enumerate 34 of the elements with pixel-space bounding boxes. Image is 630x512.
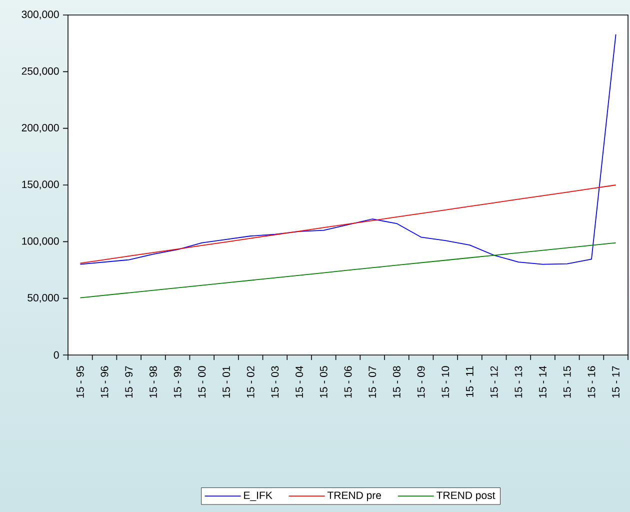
- line-series: [80, 184, 616, 264]
- legend-label: TREND pre: [327, 492, 382, 502]
- x-tick-label: 15 - 08: [392, 366, 400, 398]
- y-tick-label: 150,000: [22, 180, 59, 190]
- legend-label: TREND post: [436, 492, 496, 502]
- y-tick-label: 200,000: [22, 124, 59, 133]
- x-tick-label: 15 - 03: [271, 366, 279, 398]
- y-tick-label: 50,000: [28, 294, 59, 303]
- y-tick-label: 0: [54, 351, 59, 359]
- x-tick-label: 15 - 10: [442, 366, 450, 398]
- legend-label: E_IFK: [244, 492, 272, 502]
- x-tick-label: 15 - 09: [417, 366, 425, 398]
- y-tick-label: 250,000: [22, 67, 59, 76]
- x-tick-label: 15 - 07: [368, 366, 376, 398]
- x-tick-label: 15 - 17: [612, 366, 620, 398]
- x-tick-label: 15 - 02: [246, 366, 254, 398]
- x-tick-label: 15 - 01: [222, 366, 230, 398]
- x-tick-label: 15 - 05: [320, 366, 328, 398]
- x-tick-label: 15 - 13: [514, 366, 522, 398]
- x-tick-label: 15 - 04: [296, 366, 304, 398]
- x-tick-label: 15 - 96: [100, 366, 108, 398]
- y-tick-label: 300,000: [22, 10, 59, 20]
- x-tick-label: 15 - 06: [344, 366, 352, 398]
- x-tick-label: 15 - 14: [539, 366, 546, 398]
- x-tick-label: 15 - 12: [490, 366, 498, 398]
- x-tick-label: 15 - 95: [76, 366, 84, 398]
- x-tick-label: 15 - 97: [125, 366, 133, 398]
- x-tick-label: 15 - 15: [563, 366, 571, 398]
- x-tick-label: 15 - 98: [150, 366, 157, 398]
- x-tick-label: 15 - 00: [198, 366, 206, 398]
- x-tick-label: 15 - 99: [174, 366, 182, 398]
- x-tick-label: 15 - 16: [588, 366, 596, 398]
- x-tick-label: 15 - 11: [466, 366, 474, 397]
- y-tick-label: 100,000: [22, 237, 59, 246]
